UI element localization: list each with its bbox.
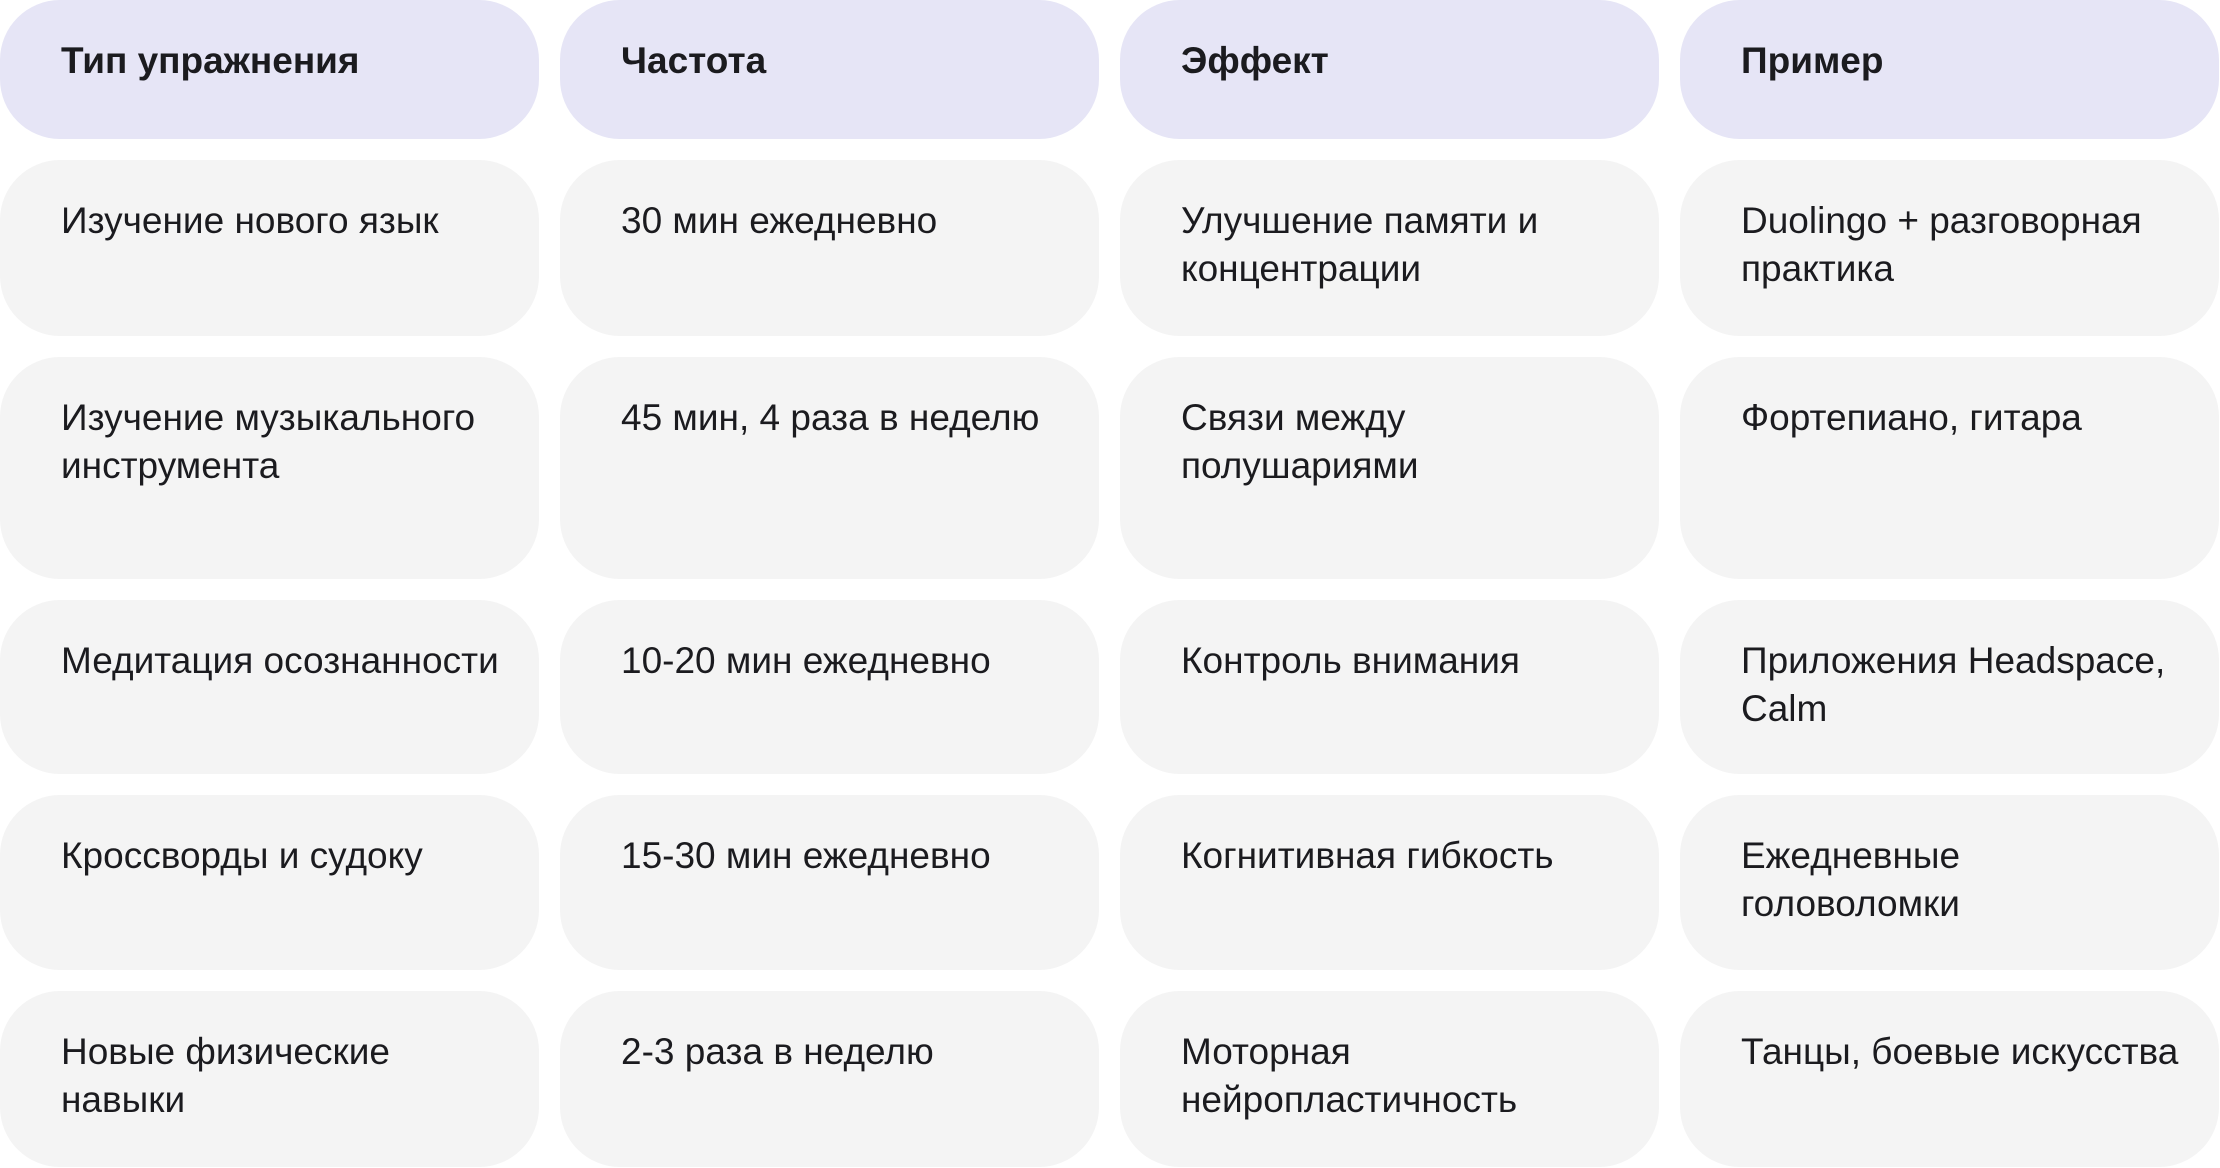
header-exercise-type: Тип упражнения <box>0 0 539 139</box>
header-example: Пример <box>1680 0 2219 139</box>
table-cell: Связи между полушариями <box>1120 357 1659 579</box>
table-cell: Моторная нейропластичность <box>1120 991 1659 1167</box>
table-cell: Изучение нового язык <box>0 160 539 336</box>
table-cell: 2-3 раза в неделю <box>560 991 1099 1167</box>
table-cell: Duolingo + разговорная практика <box>1680 160 2219 336</box>
table-cell: 15-30 мин ежедневно <box>560 795 1099 970</box>
table-cell: Танцы, боевые искусства <box>1680 991 2219 1167</box>
table-cell: Новые физические навыки <box>0 991 539 1167</box>
table-cell: Кроссворды и судоку <box>0 795 539 970</box>
table-cell: Когнитивная гибкость <box>1120 795 1659 970</box>
table-cell: Улучшение памяти и концентрации <box>1120 160 1659 336</box>
table-cell: 10-20 мин ежедневно <box>560 600 1099 774</box>
table-cell: Приложения Headspace, Calm <box>1680 600 2219 774</box>
table-cell: Медитация осознанности <box>0 600 539 774</box>
table-cell: Контроль внимания <box>1120 600 1659 774</box>
table-cell: 45 мин, 4 раза в неделю <box>560 357 1099 579</box>
header-effect: Эффект <box>1120 0 1659 139</box>
table-cell: 30 мин ежедневно <box>560 160 1099 336</box>
header-frequency: Частота <box>560 0 1099 139</box>
table-cell: Фортепиано, гитара <box>1680 357 2219 579</box>
table-cell: Изучение музыкального инструмента <box>0 357 539 579</box>
table-cell: Ежедневные головоломки <box>1680 795 2219 970</box>
